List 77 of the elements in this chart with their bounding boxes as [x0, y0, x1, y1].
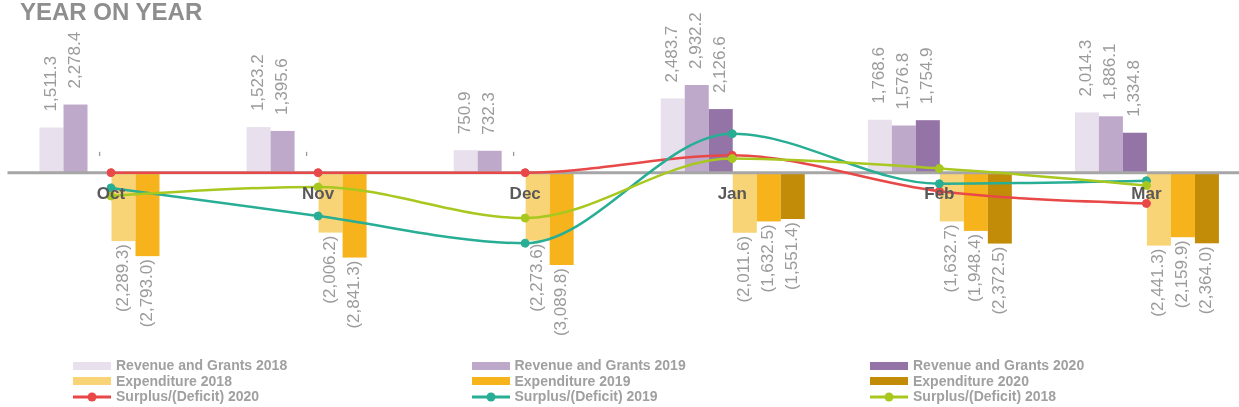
bar	[39, 127, 64, 173]
data-label: (2,841.3)	[344, 260, 364, 329]
legend-label: Revenue and Grants 2019	[514, 357, 686, 374]
point	[313, 211, 323, 221]
data-label: 2,126.6	[710, 36, 730, 94]
point	[520, 168, 530, 178]
data-label: (2,289.3)	[113, 244, 132, 313]
bar	[915, 120, 940, 173]
bar	[1074, 112, 1099, 173]
bar	[684, 85, 709, 173]
bar	[1122, 132, 1147, 173]
bar	[342, 172, 367, 258]
data-label: 750.9	[455, 91, 475, 135]
data-label: 1,334.8	[1124, 60, 1144, 117]
data-label: 1,768.6	[869, 47, 889, 104]
data-label: 2,278.4	[65, 31, 84, 89]
data-label: 2,932.2	[686, 12, 706, 69]
point	[520, 238, 530, 248]
data-label: 1,576.8	[893, 52, 913, 110]
legend-label: Revenue and Grants 2018	[116, 357, 288, 374]
bar	[246, 127, 271, 173]
bar	[270, 130, 295, 173]
legend-label: Surplus/(Deficit) 2019	[514, 388, 658, 405]
bar	[477, 150, 502, 173]
data-label: 1,886.1	[1100, 43, 1120, 101]
data-label: (1,948.4)	[965, 233, 985, 302]
bar	[660, 98, 685, 173]
bar	[891, 125, 916, 173]
data-label: -	[296, 150, 316, 157]
point	[727, 129, 737, 139]
legend-label: Surplus/(Deficit) 2018	[913, 388, 1057, 405]
data-label: (1,632.7)	[941, 224, 961, 293]
data-label: (3,089.8)	[551, 268, 571, 337]
data-label: (2,006.2)	[320, 235, 340, 304]
bar	[135, 172, 160, 257]
bar	[1170, 172, 1195, 238]
bar	[1098, 116, 1123, 173]
bar	[549, 172, 574, 265]
data-label: (1,632.5)	[758, 224, 778, 293]
bar	[780, 172, 805, 220]
data-label: (2,011.6)	[734, 235, 754, 303]
point	[727, 154, 737, 164]
data-label: 2,014.3	[1076, 39, 1096, 97]
point	[520, 213, 530, 223]
data-label: -	[503, 150, 523, 157]
x-tick-label: Mar	[1131, 184, 1162, 204]
data-label: 732.3	[479, 92, 499, 135]
data-label: 1,395.6	[272, 58, 292, 115]
legend-label: Expenditure 2018	[116, 372, 232, 389]
bar	[63, 104, 88, 173]
bar	[987, 172, 1012, 244]
x-tick-label: Feb	[924, 184, 955, 204]
point	[313, 168, 323, 178]
point	[1141, 198, 1151, 208]
data-label: (2,372.5)	[989, 246, 1009, 315]
bar	[867, 119, 892, 173]
legend-label: Expenditure 2019	[514, 372, 631, 389]
legend-label: Surplus/(Deficit) 2020	[116, 388, 260, 405]
data-label: (2,364.0)	[1196, 246, 1216, 315]
bar	[756, 172, 781, 222]
data-label: (2,441.3)	[1148, 248, 1168, 317]
data-label: 2,483.7	[662, 25, 682, 83]
data-label: (1,551.4)	[782, 222, 802, 291]
data-label: (2,159.9)	[1172, 240, 1192, 309]
data-label: -	[89, 150, 108, 157]
data-label: (2,273.6)	[527, 243, 547, 312]
bar	[453, 150, 478, 173]
legend-label: Revenue and Grants 2020	[913, 357, 1085, 374]
bar	[1194, 172, 1219, 244]
chart-title: YEAR ON YEAR	[20, 0, 203, 25]
point	[106, 168, 116, 178]
data-label: (2,793.0)	[137, 259, 156, 328]
data-label: 1,754.9	[917, 47, 937, 105]
data-label: 1,523.2	[248, 54, 268, 112]
data-label: 1,511.3	[41, 56, 60, 112]
legend-label: Expenditure 2020	[913, 372, 1029, 389]
point	[934, 163, 944, 173]
